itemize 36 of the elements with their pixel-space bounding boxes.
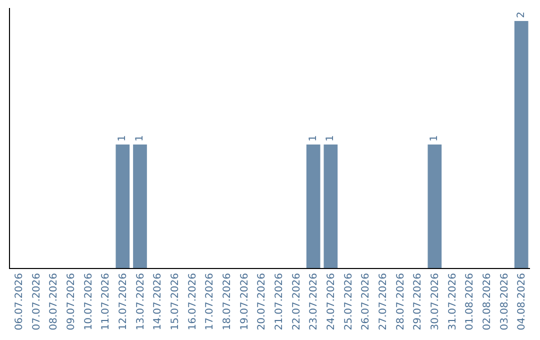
x-tick-label: 03.08.2026 (499, 273, 510, 330)
x-tick-label: 09.07.2026 (66, 273, 77, 330)
data-label: 1 (308, 135, 319, 142)
x-tick-label: 20.07.2026 (256, 273, 268, 330)
x-tick-label: 11.07.2026 (100, 273, 112, 330)
x-tick-label: 02.08.2026 (482, 273, 493, 330)
x-tick-label: 30.07.2026 (430, 273, 441, 330)
x-tick-label: 18.07.2026 (222, 273, 233, 330)
data-label: 1 (134, 135, 146, 142)
x-tick-label: 06.07.2026 (14, 273, 25, 330)
data-label: 1 (325, 135, 336, 142)
x-tick-label: 21.07.2026 (274, 273, 285, 330)
x-tick-label: 13.07.2026 (135, 273, 146, 330)
x-tick-label: 23.07.2026 (308, 273, 320, 330)
x-tick-label: 04.08.2026 (516, 273, 528, 330)
x-tick-label: 27.07.2026 (378, 273, 389, 330)
x-tick-label: 12.07.2026 (118, 273, 129, 330)
x-tick-label: 10.07.2026 (83, 273, 94, 330)
x-tick-label: 22.07.2026 (291, 273, 302, 330)
x-tick-label: 19.07.2026 (239, 273, 250, 330)
x-tick-label: 01.08.2026 (464, 273, 476, 330)
x-tick-label: 28.07.2026 (395, 273, 406, 330)
x-tick-label: 29.07.2026 (412, 273, 424, 330)
data-label: 1 (429, 135, 440, 142)
x-tick-label: 24.07.2026 (326, 273, 337, 330)
x-tick-label: 08.07.2026 (48, 273, 60, 330)
x-tick-label: 07.07.2026 (31, 273, 42, 330)
data-label: 2 (516, 12, 527, 18)
x-tick-label: 26.07.2026 (360, 273, 372, 330)
x-tick-label: 25.07.2026 (343, 273, 354, 330)
x-tick-label: 15.07.2026 (170, 273, 181, 330)
x-tick-label: 31.07.2026 (447, 273, 458, 330)
x-tick-label: 17.07.2026 (204, 273, 216, 330)
x-tick-label: 16.07.2026 (187, 273, 198, 330)
x-tick-label: 14.07.2026 (152, 273, 164, 330)
data-label: 1 (117, 135, 128, 142)
